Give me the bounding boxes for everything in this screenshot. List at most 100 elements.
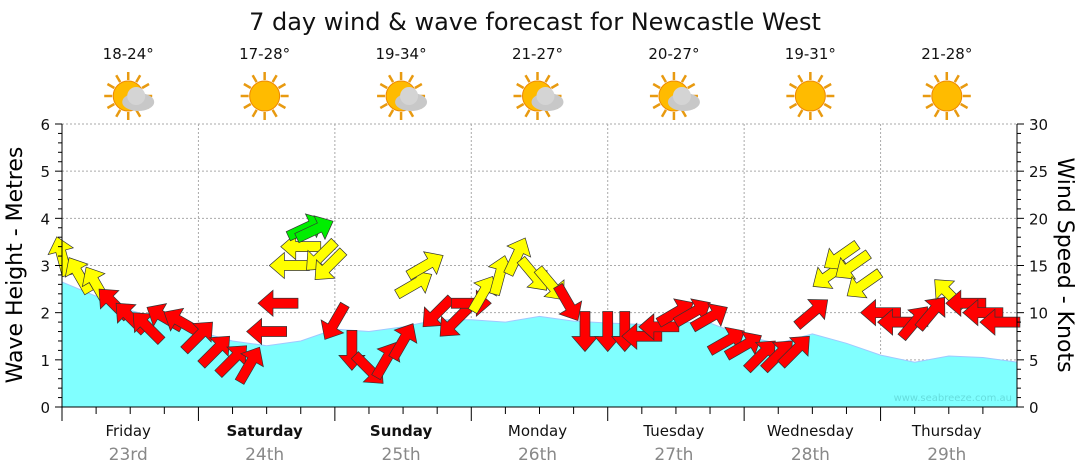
wind-arrow	[257, 289, 299, 317]
sun-ray	[652, 102, 661, 110]
sun-ray	[387, 74, 395, 83]
sun-ray	[960, 102, 969, 110]
sun-ray	[115, 109, 122, 118]
day-temp-label: 19-34°	[376, 45, 427, 63]
y-tick-label: 3	[40, 258, 50, 276]
y-tick-label: 0	[40, 399, 50, 417]
y-axis-label: Wave Height - Metres	[3, 147, 28, 384]
day-date-label: 29th	[927, 445, 966, 465]
day-name-label: Sunday	[370, 422, 433, 440]
sun-ray	[524, 74, 531, 83]
wind-arrow	[268, 251, 310, 280]
wind-arrow	[180, 321, 213, 355]
sun-ray	[550, 82, 559, 90]
day-name-label: Tuesday	[642, 422, 704, 440]
wind-arrow	[553, 282, 583, 322]
sun-cloud-icon	[513, 72, 564, 120]
wind-arrow	[467, 276, 497, 315]
sun-disc	[794, 80, 826, 112]
sun-ray	[251, 109, 258, 118]
day-temp-label: 19-31°	[785, 45, 836, 63]
sun-ray	[817, 74, 824, 83]
sun-icon	[922, 72, 971, 120]
sun-disc	[931, 80, 963, 112]
sun-ray	[516, 102, 525, 110]
sun-ray	[652, 82, 661, 90]
day-temp-label: 20-27°	[648, 45, 699, 63]
day-date-label: 28th	[791, 445, 830, 465]
wind-arrow	[388, 323, 418, 362]
sun-ray	[106, 82, 115, 90]
sun-ray	[524, 109, 531, 118]
day-name-label: Saturday	[226, 422, 303, 440]
sun-ray	[660, 109, 668, 118]
sun-ray	[379, 82, 388, 90]
sun-ray	[135, 74, 142, 83]
wave-height-area	[61, 281, 1018, 408]
sun-ray	[953, 74, 960, 83]
sun-ray	[797, 74, 804, 83]
sun-ray	[925, 82, 934, 90]
sun-ray	[271, 74, 278, 83]
wind-arrow	[294, 215, 334, 244]
sun-disc	[249, 80, 281, 112]
sun-ray	[414, 82, 423, 90]
wind-arrow	[777, 335, 810, 369]
sun-ray	[823, 82, 832, 90]
sun-icon	[240, 72, 289, 120]
sun-ray	[953, 109, 960, 118]
y2-tick-label: 20	[1029, 210, 1048, 228]
sun-ray	[817, 109, 824, 118]
wind-arrow	[621, 322, 663, 351]
sun-ray	[933, 109, 940, 118]
sun-ray	[960, 82, 969, 90]
sun-ray	[933, 74, 940, 83]
y-tick-label: 5	[40, 163, 50, 181]
day-date-label: 27th	[654, 445, 693, 465]
wind-arrow	[314, 247, 348, 281]
day-date-label: 23rd	[109, 445, 148, 465]
sun-ray	[544, 74, 551, 83]
chart-title: 7 day wind & wave forecast for Newcastle…	[249, 8, 821, 36]
sun-ray	[788, 102, 798, 110]
sun-ray	[797, 109, 804, 118]
y2-axis-label: Wind Speed - Knots	[1052, 157, 1077, 372]
y2-tick-label: 30	[1029, 116, 1048, 134]
sun-ray	[387, 109, 395, 118]
wind-arrow	[945, 289, 987, 317]
y-tick-label: 2	[40, 305, 50, 323]
wind-arrow	[860, 298, 901, 327]
y2-tick-label: 10	[1029, 305, 1048, 323]
wind-arrow	[320, 301, 350, 340]
sun-ray	[407, 109, 415, 118]
sun-ray	[660, 74, 668, 83]
y2-tick-label: 25	[1029, 163, 1048, 181]
day-name-label: Wednesday	[767, 422, 854, 440]
watermark: www.seabreeze.com.au	[894, 393, 1012, 404]
wind-arrow	[793, 299, 829, 330]
cloud-shape	[400, 87, 419, 105]
wind-arrow	[689, 303, 728, 333]
sun-ray	[407, 74, 415, 83]
wind-arrow	[846, 268, 884, 299]
sun-ray	[243, 102, 252, 110]
sun-ray	[680, 109, 688, 118]
day-temp-label: 17-28°	[239, 45, 290, 63]
sun-ray	[135, 109, 142, 118]
sun-ray	[925, 102, 934, 110]
sun-icon	[786, 72, 835, 120]
sun-ray	[277, 82, 287, 90]
day-temp-label: 18-24°	[103, 45, 154, 63]
wind-arrow	[962, 298, 1004, 327]
wind-arrow	[197, 335, 231, 369]
wind-arrow	[234, 346, 264, 385]
sun-ray	[823, 102, 832, 110]
day-name-label: Thursday	[911, 422, 982, 440]
sun-ray	[115, 74, 122, 83]
y2-tick-label: 0	[1029, 399, 1039, 417]
sun-ray	[271, 109, 278, 118]
y-tick-label: 6	[40, 116, 50, 134]
sun-ray	[788, 82, 798, 90]
sun-ray	[141, 82, 150, 90]
